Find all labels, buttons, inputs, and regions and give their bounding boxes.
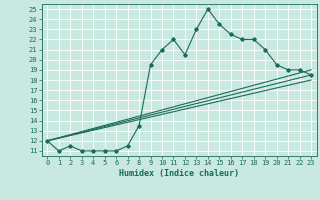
X-axis label: Humidex (Indice chaleur): Humidex (Indice chaleur) <box>119 169 239 178</box>
